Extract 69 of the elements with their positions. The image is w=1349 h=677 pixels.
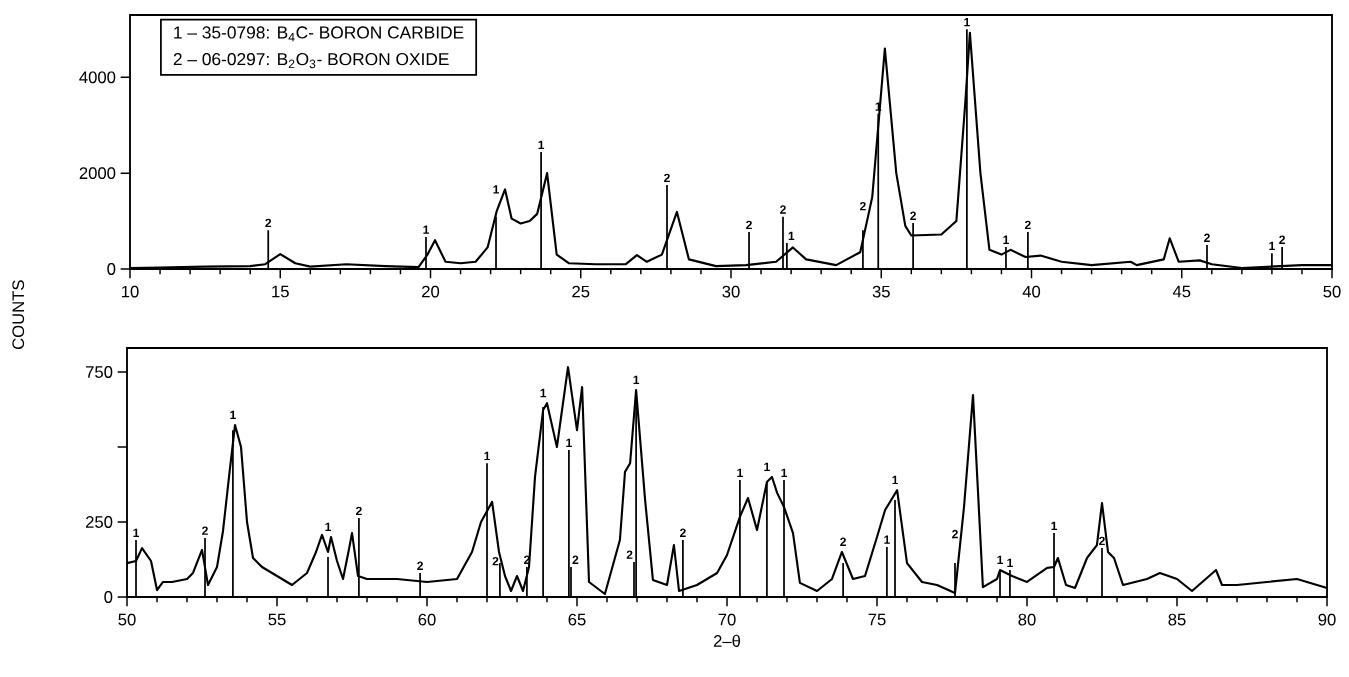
x-tick-label: 65 bbox=[568, 613, 586, 626]
annotation: 1 bbox=[764, 462, 770, 471]
x-tick-label: 20 bbox=[422, 285, 440, 298]
annotation: 2 bbox=[910, 211, 916, 220]
annotation: 1 – 35-0798: B$_{4}$C- BORON CARBIDE bbox=[174, 26, 464, 42]
x-tick-label: 50 bbox=[1323, 285, 1341, 298]
annotation: 2 bbox=[746, 220, 752, 230]
annotation: 1 bbox=[230, 410, 236, 420]
annotation: 2 bbox=[664, 173, 670, 183]
x-tick-label: 50 bbox=[118, 613, 136, 626]
x-tick-label: 45 bbox=[1172, 285, 1191, 298]
x-tick-label: 80 bbox=[1018, 613, 1036, 626]
y-tick-label: 0 bbox=[104, 591, 113, 603]
x-tick-label: 90 bbox=[1318, 613, 1336, 626]
annotation: 1 bbox=[1269, 241, 1275, 251]
x-tick-label: 10 bbox=[122, 285, 139, 298]
annotation: 1 bbox=[892, 475, 899, 485]
annotation: 1 bbox=[1051, 521, 1058, 531]
x-tick-label: 25 bbox=[572, 285, 590, 298]
annotation: 1 bbox=[964, 18, 970, 27]
annotation: 2 bbox=[1024, 220, 1031, 230]
x-tick-label: 15 bbox=[272, 285, 289, 298]
annotation: 1 bbox=[566, 438, 572, 447]
annotation: 2 bbox=[952, 529, 958, 539]
annotation: 1 bbox=[737, 468, 743, 477]
annotation: 1 bbox=[1003, 235, 1009, 244]
annotation: 1 bbox=[633, 375, 640, 384]
annotation: 2 – 06-0297: B$_{2}$O$_{3}$- BORON OXIDE bbox=[173, 53, 449, 69]
x-tick-label: 55 bbox=[268, 613, 286, 626]
x-tick-label: 40 bbox=[1022, 285, 1041, 298]
annotation: 2 bbox=[265, 218, 272, 228]
annotation: 1 bbox=[484, 451, 491, 461]
annotation: 2 bbox=[572, 555, 579, 564]
annotation: 1 bbox=[325, 522, 332, 531]
annotation: 1 bbox=[540, 388, 547, 398]
x-tick-label: 35 bbox=[872, 285, 890, 298]
annotation: 2 bbox=[355, 506, 362, 516]
x-tick-label: 85 bbox=[1168, 613, 1186, 626]
annotation: 2 bbox=[417, 561, 423, 570]
annotation: 2 bbox=[626, 550, 633, 559]
x-tick-label: 60 bbox=[418, 613, 436, 626]
annotation: 1 bbox=[423, 225, 429, 234]
annotation: 1 bbox=[133, 528, 140, 537]
y-tick-label: 4000 bbox=[79, 71, 116, 84]
annotation: 2 bbox=[780, 205, 786, 214]
annotation: 2 bbox=[202, 526, 208, 535]
y-tick-label: 250 bbox=[85, 516, 113, 528]
x-tick-label: 70 bbox=[718, 613, 736, 626]
x-axis-title: 2–θ bbox=[713, 634, 741, 647]
annotation: 2 bbox=[1099, 536, 1105, 546]
annotation: 1 bbox=[1007, 558, 1013, 567]
annotation: 1 bbox=[781, 468, 788, 477]
annotation: 1 bbox=[493, 185, 500, 194]
annotation: 1 bbox=[884, 535, 890, 544]
y-tick-label: 0 bbox=[107, 263, 116, 275]
annotation: 1 bbox=[538, 140, 545, 149]
annotation: 1 bbox=[997, 555, 1004, 564]
y-axis-title: COUNTS bbox=[12, 280, 25, 350]
x-tick-label: 75 bbox=[868, 613, 886, 626]
x-tick-label: 30 bbox=[722, 285, 740, 298]
annotation: 2 bbox=[492, 556, 499, 566]
y-tick-label: 2000 bbox=[79, 167, 116, 180]
annotation: 2 bbox=[1279, 235, 1285, 244]
annotation: 2 bbox=[1204, 233, 1210, 242]
annotation: 1 bbox=[788, 231, 795, 241]
annotation: 2 bbox=[860, 201, 866, 211]
annotation: 2 bbox=[840, 537, 846, 546]
y-tick-label: 750 bbox=[86, 366, 113, 378]
annotation: 2 bbox=[679, 528, 686, 537]
